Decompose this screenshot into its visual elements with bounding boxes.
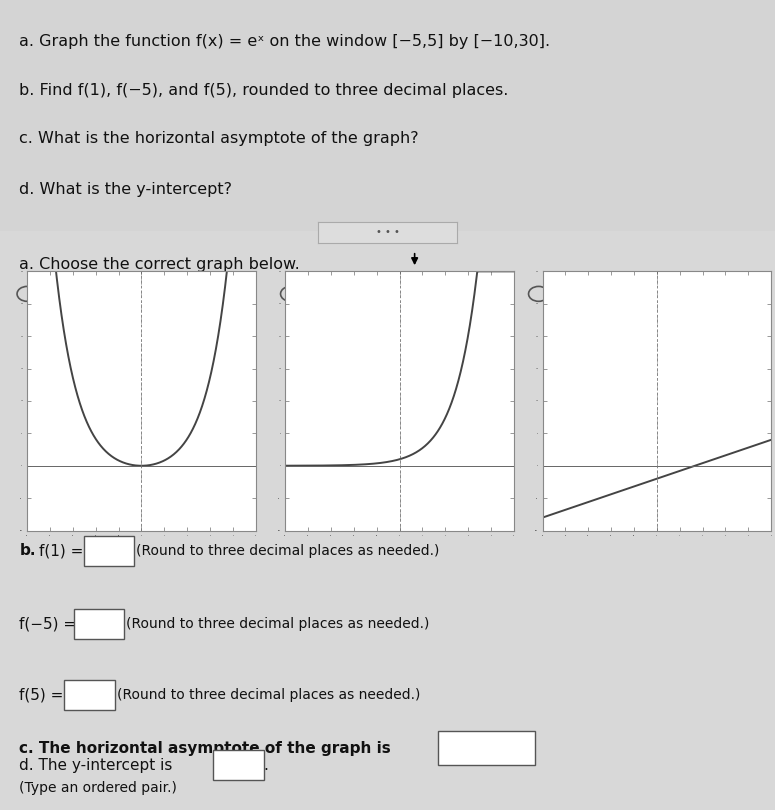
FancyBboxPatch shape bbox=[438, 731, 535, 765]
FancyBboxPatch shape bbox=[74, 608, 124, 638]
Text: d. What is the y-intercept?: d. What is the y-intercept? bbox=[19, 181, 232, 197]
Text: (Round to three decimal places as needed.): (Round to three decimal places as needed… bbox=[136, 544, 439, 558]
Text: b.: b. bbox=[19, 544, 36, 558]
Text: f(1) =: f(1) = bbox=[39, 544, 88, 558]
FancyBboxPatch shape bbox=[84, 536, 134, 565]
Text: B.: B. bbox=[308, 287, 326, 301]
Text: b. Find f(1), f(−5), and f(5), rounded to three decimal places.: b. Find f(1), f(−5), and f(5), rounded t… bbox=[19, 83, 508, 97]
Text: f(−5) =: f(−5) = bbox=[19, 616, 81, 631]
Text: • • •: • • • bbox=[376, 228, 399, 237]
Text: a. Choose the correct graph below.: a. Choose the correct graph below. bbox=[19, 257, 300, 271]
Text: .: . bbox=[264, 758, 268, 773]
FancyBboxPatch shape bbox=[64, 680, 115, 710]
Text: (Type an ordered pair.): (Type an ordered pair.) bbox=[19, 781, 177, 795]
Text: d. The y-intercept is: d. The y-intercept is bbox=[19, 758, 173, 773]
Text: ▼: ▼ bbox=[513, 743, 521, 753]
Text: (Round to three decimal places as needed.): (Round to three decimal places as needed… bbox=[117, 688, 420, 702]
Text: a. Graph the function f(x) = eˣ on the window [−5,5] by [−10,30].: a. Graph the function f(x) = eˣ on the w… bbox=[19, 34, 550, 49]
Text: A.: A. bbox=[44, 287, 63, 301]
Text: C.: C. bbox=[556, 287, 574, 301]
Text: c. What is the horizontal asymptote of the graph?: c. What is the horizontal asymptote of t… bbox=[19, 131, 419, 146]
Text: (Round to three decimal places as needed.): (Round to three decimal places as needed… bbox=[126, 616, 429, 631]
FancyBboxPatch shape bbox=[213, 750, 264, 780]
Text: c. The horizontal asymptote of the graph is: c. The horizontal asymptote of the graph… bbox=[19, 740, 391, 756]
Text: f(5) =: f(5) = bbox=[19, 688, 69, 703]
